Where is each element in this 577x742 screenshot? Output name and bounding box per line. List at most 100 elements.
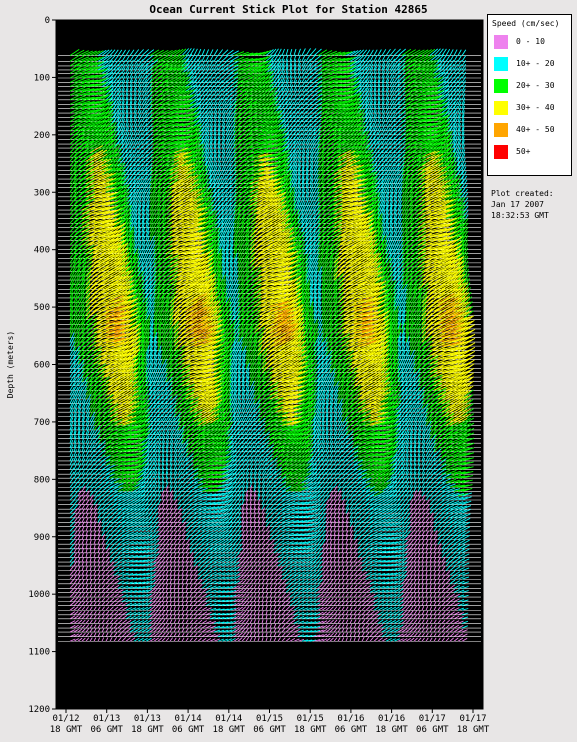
current-stick	[437, 135, 449, 145]
current-stick	[313, 48, 322, 56]
current-stick	[229, 122, 236, 132]
current-stick	[425, 146, 440, 154]
current-stick	[121, 175, 130, 184]
current-stick	[245, 52, 258, 57]
current-stick	[305, 54, 311, 62]
current-stick	[145, 166, 153, 175]
current-stick	[385, 70, 390, 79]
current-stick	[229, 104, 237, 114]
current-stick	[389, 96, 395, 105]
current-stick	[253, 61, 266, 67]
current-stick	[269, 176, 284, 185]
current-stick	[277, 62, 282, 71]
current-stick	[233, 51, 245, 57]
current-stick	[281, 140, 290, 149]
current-stick	[193, 148, 203, 158]
current-stick	[297, 175, 301, 184]
current-stick	[81, 56, 94, 62]
current-stick	[73, 120, 86, 127]
current-stick	[301, 136, 307, 145]
current-stick	[241, 167, 254, 175]
current-stick	[229, 84, 238, 92]
current-stick	[305, 106, 312, 114]
current-stick	[385, 96, 390, 105]
current-stick	[201, 49, 206, 56]
current-stick	[133, 132, 138, 140]
current-stick	[69, 160, 78, 171]
current-stick	[309, 71, 317, 79]
current-stick	[449, 170, 458, 180]
current-stick	[93, 95, 106, 101]
current-stick	[373, 101, 377, 109]
current-stick	[73, 55, 85, 62]
current-stick	[161, 130, 175, 136]
current-stick	[121, 67, 126, 74]
current-stick	[361, 131, 370, 140]
current-stick	[353, 76, 362, 83]
current-stick	[157, 79, 169, 87]
current-stick	[421, 100, 435, 105]
current-stick	[109, 59, 116, 67]
current-stick	[209, 59, 214, 67]
current-stick	[165, 71, 178, 79]
current-stick	[85, 108, 99, 114]
current-stick	[169, 131, 184, 136]
current-stick	[101, 49, 110, 56]
current-stick	[269, 96, 279, 105]
current-stick	[241, 69, 254, 74]
current-stick	[181, 134, 195, 140]
current-stick	[173, 163, 188, 171]
current-stick	[161, 80, 174, 87]
current-stick	[141, 87, 147, 96]
current-stick	[297, 110, 303, 118]
current-stick	[421, 64, 433, 71]
current-stick	[217, 144, 221, 153]
current-stick	[213, 49, 219, 56]
current-stick	[333, 144, 347, 154]
current-stick	[269, 155, 283, 162]
current-stick	[313, 165, 319, 175]
current-stick	[357, 122, 366, 132]
current-stick	[169, 171, 184, 180]
current-stick	[337, 79, 351, 84]
current-stick	[193, 79, 201, 87]
current-stick	[213, 59, 219, 67]
current-stick	[377, 114, 382, 122]
current-stick	[325, 69, 338, 74]
current-stick	[409, 121, 423, 127]
current-stick	[177, 147, 192, 154]
current-stick	[137, 163, 144, 171]
current-stick	[317, 151, 325, 162]
current-stick	[117, 157, 126, 167]
current-stick	[357, 149, 369, 158]
current-stick	[373, 84, 377, 92]
current-stick	[377, 145, 383, 153]
current-stick	[125, 97, 129, 105]
current-stick	[393, 166, 400, 175]
current-stick	[277, 141, 288, 149]
current-stick	[225, 157, 231, 167]
current-stick	[277, 132, 287, 140]
current-stick	[337, 74, 350, 79]
current-stick	[209, 131, 213, 140]
current-stick	[441, 80, 450, 87]
current-stick	[345, 93, 357, 101]
current-stick	[433, 94, 445, 101]
current-stick	[181, 48, 190, 56]
current-stick	[293, 123, 299, 132]
current-stick	[173, 131, 188, 136]
current-stick	[117, 49, 123, 56]
current-stick	[201, 135, 207, 145]
current-stick	[337, 66, 350, 71]
current-stick	[357, 163, 370, 171]
current-stick	[245, 127, 258, 136]
current-stick	[289, 149, 295, 158]
current-stick	[429, 129, 443, 136]
current-stick	[357, 104, 365, 114]
current-stick	[205, 148, 210, 158]
current-stick	[409, 80, 422, 88]
current-stick	[265, 143, 280, 149]
current-stick	[209, 114, 214, 122]
current-stick	[305, 66, 312, 74]
current-stick	[429, 117, 443, 123]
